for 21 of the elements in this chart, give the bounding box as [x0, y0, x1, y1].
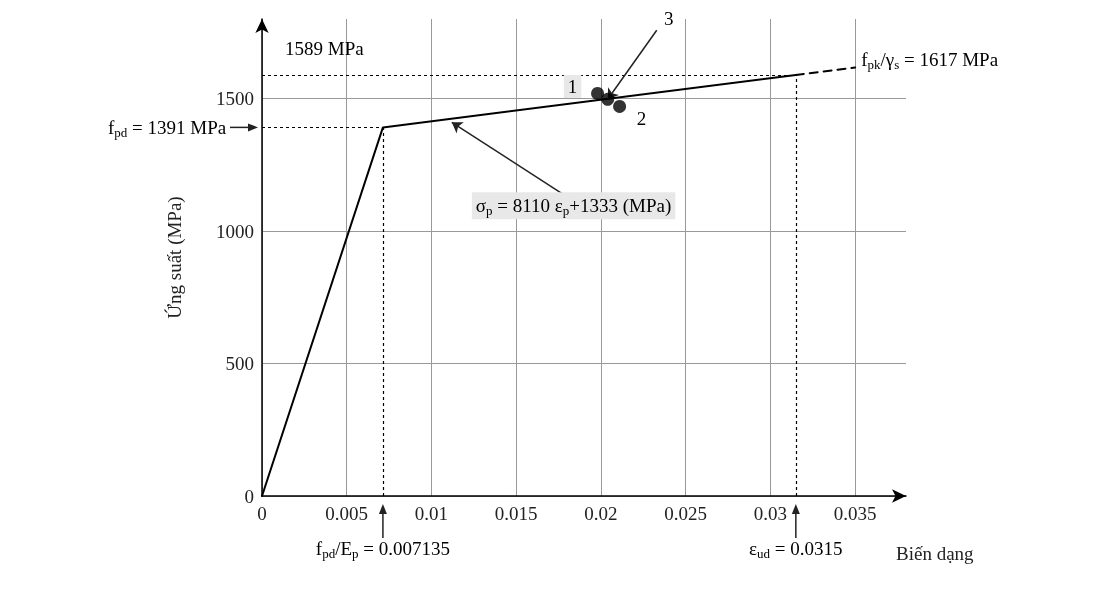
x-tick-label: 0.005 — [325, 503, 369, 524]
x-axis-title: Biến dạng — [896, 543, 975, 564]
y-tick-label: 1500 — [216, 88, 254, 109]
annotation: 3 — [663, 7, 674, 29]
x-tick-label: 0.03 — [753, 503, 788, 524]
annotation: 1 — [567, 75, 578, 97]
point — [591, 86, 605, 100]
y-tick-label: 0 — [244, 485, 254, 507]
annotation: 2 — [636, 107, 647, 129]
x-tick-label: 0.01 — [414, 503, 449, 524]
x-tick-label: 0 — [257, 503, 267, 524]
y-axis-title: Ứng suất (MPa) — [164, 196, 186, 319]
point — [601, 92, 615, 106]
y-tick-label: 500 — [225, 353, 254, 374]
ref-line-label: 1589 MPa — [285, 38, 365, 60]
x-tick-label: 0.035 — [833, 503, 877, 524]
y-tick-label: 1000 — [216, 220, 254, 242]
point — [613, 99, 627, 113]
x-tick-label: 0.02 — [584, 503, 618, 524]
x-tick-label: 0.015 — [494, 503, 538, 524]
x-tick-label: 0.025 — [664, 503, 708, 524]
